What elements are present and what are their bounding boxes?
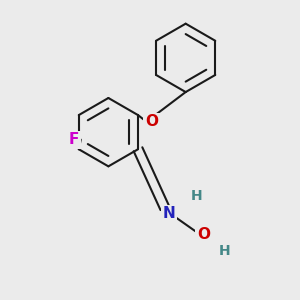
Text: H: H <box>190 189 202 203</box>
Text: H: H <box>218 244 230 258</box>
Text: O: O <box>145 114 158 129</box>
Text: O: O <box>197 227 210 242</box>
Text: N: N <box>163 206 176 221</box>
Text: F: F <box>69 132 80 147</box>
